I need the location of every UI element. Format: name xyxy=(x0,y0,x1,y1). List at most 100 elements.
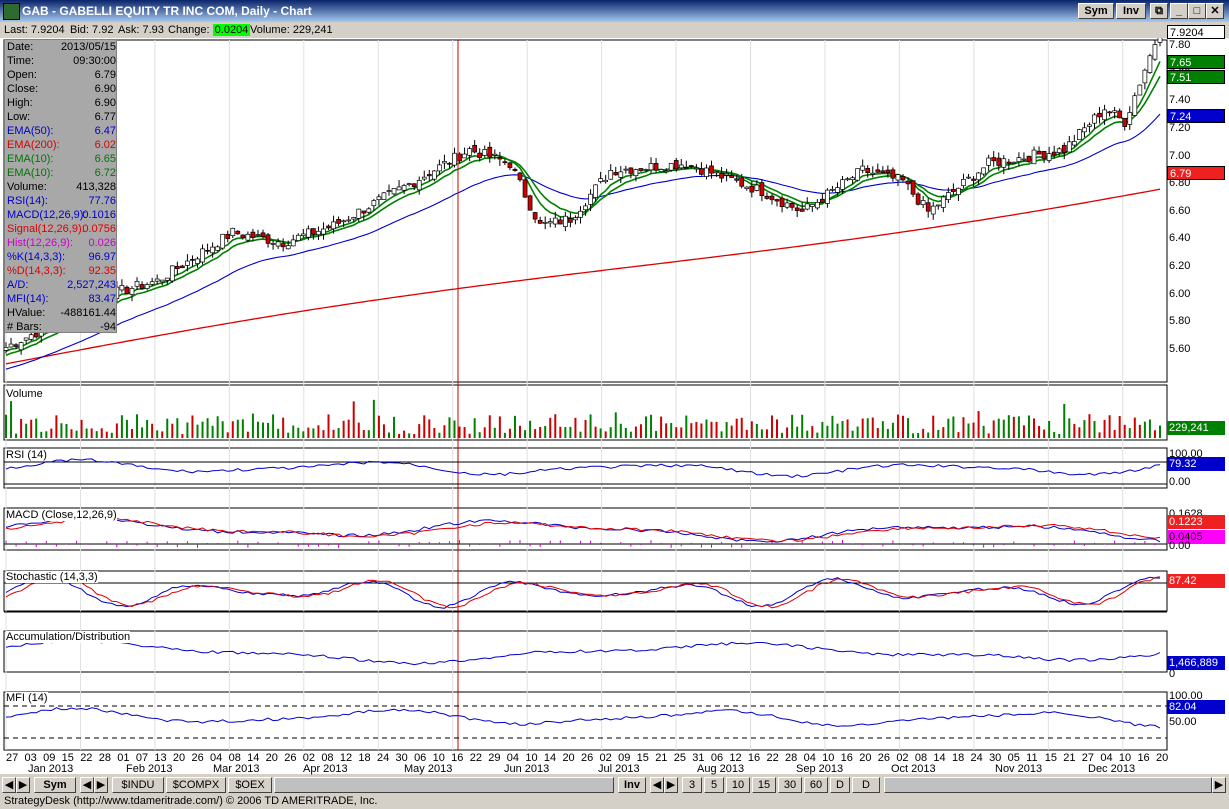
period-prev-icon[interactable]: ◀ xyxy=(650,777,664,793)
candle-body xyxy=(532,212,538,220)
sym-button[interactable]: Sym xyxy=(1078,3,1114,19)
date-axis-day: 04 xyxy=(803,752,816,764)
candle-body xyxy=(376,196,382,201)
candle-body xyxy=(1082,127,1087,133)
data-window-key: Time: xyxy=(7,55,35,67)
candle-body xyxy=(205,249,210,252)
bid-value: 7.92 xyxy=(92,24,114,36)
data-window-row: Open: 6.79 xyxy=(7,69,116,83)
period-next-icon[interactable]: ▶ xyxy=(664,777,678,793)
candle-body xyxy=(295,234,301,241)
period-10[interactable]: 10 xyxy=(726,777,750,793)
data-window-row: EMA(10): 6.65 xyxy=(7,153,116,167)
candle-body xyxy=(1031,149,1037,165)
candle-body xyxy=(316,230,321,236)
candle-body xyxy=(905,180,911,185)
price-axis-label: 7.40 xyxy=(1169,94,1191,107)
close-icon[interactable]: ✕ xyxy=(1206,3,1224,19)
period-inv-button[interactable]: Inv xyxy=(618,777,646,793)
data-window-row: EMA(10): 6.72 xyxy=(7,167,116,181)
data-window-value: 09:30:00 xyxy=(73,55,116,67)
date-axis-day: 27 xyxy=(1081,752,1095,764)
candle-body xyxy=(462,153,467,159)
candle-body xyxy=(159,279,165,283)
candle-body xyxy=(1122,118,1128,127)
date-axis-day: 31 xyxy=(692,752,705,764)
period-d[interactable]: D xyxy=(830,777,850,793)
inv-button[interactable]: Inv xyxy=(1116,3,1146,19)
price-tag: 7.65 xyxy=(1167,55,1225,69)
data-window-row: Close: 6.90 xyxy=(7,83,116,97)
date-axis-day: 06 xyxy=(710,752,724,764)
candle-body xyxy=(850,177,855,180)
date-axis-month: Sep 2013 xyxy=(796,763,844,775)
tab-compx[interactable]: $COMPX xyxy=(166,777,226,793)
date-axis-day: 28 xyxy=(98,752,111,764)
period-5[interactable]: 5 xyxy=(704,777,724,793)
chart-scrollbar[interactable] xyxy=(884,777,1212,793)
date-axis-month: Apr 2013 xyxy=(303,763,348,775)
candle-body xyxy=(789,202,795,208)
date-axis-day: 15 xyxy=(1044,752,1057,764)
data-window-row: EMA(50): 6.47 xyxy=(7,125,116,139)
ad-line xyxy=(5,639,1161,666)
data-window-value: 6.47 xyxy=(94,125,116,137)
scroll-right-icon[interactable]: ▶ xyxy=(16,777,30,793)
candle-body xyxy=(825,189,830,204)
candle-body xyxy=(618,171,624,178)
data-window-value: 6.02 xyxy=(94,139,116,151)
tab-sym[interactable]: Sym xyxy=(34,777,76,793)
date-axis-day: 27 xyxy=(6,752,19,764)
data-window-row: EMA(200): 6.02 xyxy=(7,139,116,153)
candle-body xyxy=(568,217,573,223)
tab-prev-icon[interactable]: ◀ xyxy=(80,777,94,793)
detach-icon[interactable]: ⧉ xyxy=(1150,3,1168,19)
minimize-icon[interactable]: _ xyxy=(1170,3,1188,19)
tab-indu[interactable]: $INDU xyxy=(112,777,164,793)
candle-body xyxy=(174,265,180,269)
chart-area[interactable] xyxy=(0,38,1229,774)
candle-body xyxy=(1147,55,1153,73)
date-axis-day: 20 xyxy=(1156,752,1169,764)
data-window-row: Time: 09:30:00 xyxy=(7,55,116,69)
tab-scrollbar[interactable] xyxy=(274,777,614,793)
candle-body xyxy=(719,173,724,179)
candle-body xyxy=(583,205,588,211)
candle-body xyxy=(724,173,729,176)
candle-body xyxy=(144,284,150,289)
maximize-icon[interactable]: □ xyxy=(1188,3,1206,19)
period-d-second[interactable]: D xyxy=(852,777,880,793)
data-window-value: 6.90 xyxy=(94,83,116,95)
date-axis-day: 08 xyxy=(321,752,334,764)
scrollbar-right-icon[interactable]: ▶ xyxy=(1212,777,1226,793)
data-window-row: HValue: -488161.44 xyxy=(7,307,116,321)
date-axis-day: 09 xyxy=(43,752,56,764)
candle-body xyxy=(764,195,770,199)
date-axis-day: 07 xyxy=(135,752,149,764)
data-window-key: EMA(200): xyxy=(7,139,60,151)
scroll-left-icon[interactable]: ◀ xyxy=(2,777,16,793)
candle-body xyxy=(875,169,881,173)
candle-body xyxy=(623,168,629,171)
volume-panel-title: Volume xyxy=(6,388,43,400)
candle-body xyxy=(522,179,528,198)
chart-canvas[interactable] xyxy=(0,38,1229,774)
date-axis-day: 10 xyxy=(432,752,445,764)
data-window-value: 6.72 xyxy=(94,167,116,179)
candle-body xyxy=(416,180,422,191)
candle-body xyxy=(23,337,29,341)
period-3[interactable]: 3 xyxy=(682,777,702,793)
candle-body xyxy=(1011,161,1017,164)
period-60[interactable]: 60 xyxy=(804,777,828,793)
candle-body xyxy=(426,174,432,177)
date-axis-day: 26 xyxy=(284,752,297,764)
period-30[interactable]: 30 xyxy=(778,777,802,793)
candle-body xyxy=(119,285,125,291)
period-15[interactable]: 15 xyxy=(752,777,776,793)
candle-body xyxy=(1112,110,1117,113)
tab-next-icon[interactable]: ▶ xyxy=(94,777,108,793)
data-window-row: MACD(12,26,9): 0.1016 xyxy=(7,209,116,223)
date-axis-day: 14 xyxy=(933,752,946,764)
tab-oex[interactable]: $OEX xyxy=(228,777,272,793)
candle-body xyxy=(855,168,860,181)
